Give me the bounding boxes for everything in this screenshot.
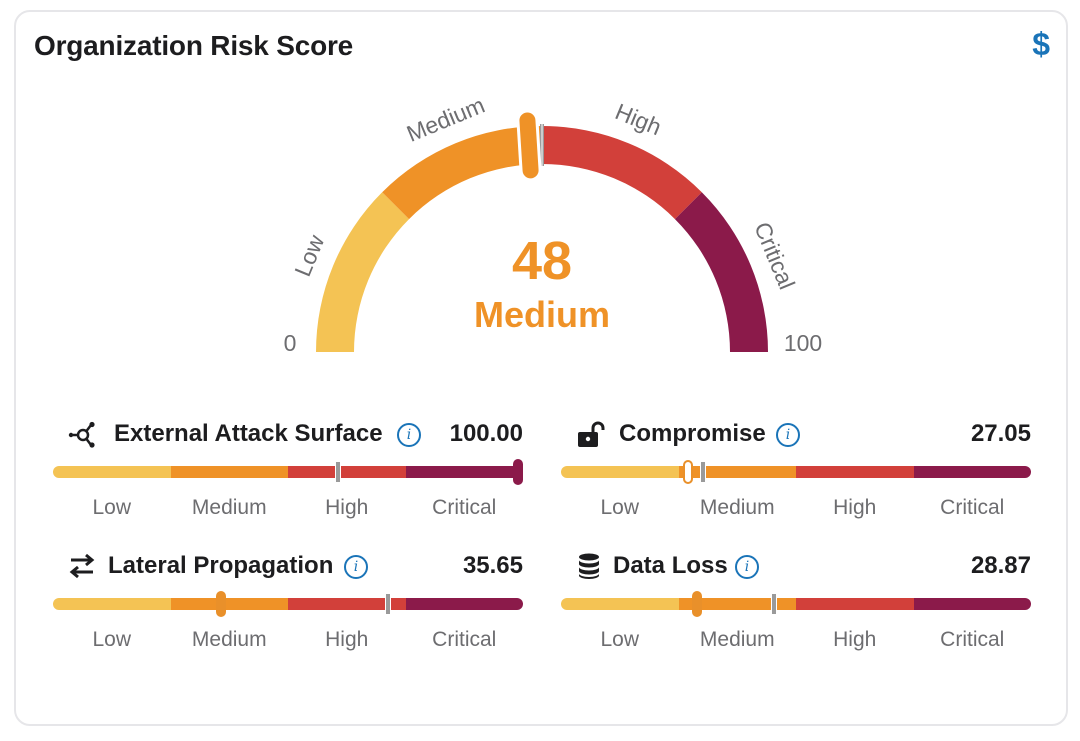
slider-band-critical (913, 598, 1031, 610)
unlocked-lock-icon (578, 421, 605, 447)
gauge-band-high (542, 126, 702, 220)
metric-value: 100.00 (449, 420, 523, 447)
scale-labels: Low Medium High Critical (561, 496, 1031, 522)
risk-slider (53, 591, 523, 617)
gauge-max-label: 100 (784, 330, 822, 356)
metric-name: Data Loss (613, 552, 728, 579)
slider-handle[interactable] (513, 459, 523, 485)
slider-handle[interactable] (683, 460, 694, 484)
risk-slider (53, 459, 523, 485)
scale-label-medium: Medium (699, 628, 775, 651)
metric-compromise: Compromise i 27.05 Low Medium High Criti… (561, 416, 1031, 536)
metric-value: 28.87 (970, 552, 1031, 579)
slider-band-high (796, 598, 914, 610)
info-icon[interactable]: i (776, 423, 800, 447)
metric-name: Compromise (619, 420, 766, 447)
info-icon[interactable]: i (735, 555, 759, 579)
scale-label-low: Low (92, 628, 132, 651)
gauge-band-medium (382, 126, 542, 220)
slider-handle[interactable] (215, 591, 226, 617)
scale-label-critical: Critical (940, 496, 1005, 519)
scale-label-high: High (325, 628, 369, 651)
gauge-band-critical (674, 192, 768, 352)
dollar-icon[interactable]: $ (1032, 26, 1050, 62)
slider-band-critical (913, 466, 1031, 478)
slider-band-medium (678, 598, 796, 610)
scale-label-critical: Critical (940, 628, 1005, 651)
scale-label-medium: Medium (699, 496, 775, 519)
scale-label-low: Low (600, 628, 640, 651)
scale-label-low: Low (600, 496, 640, 519)
slider-tick (335, 462, 342, 482)
slider-band-high (288, 598, 406, 610)
database-icon (579, 553, 599, 579)
scale-labels: Low Medium High Critical (561, 628, 1031, 654)
slider-band-low (53, 466, 171, 478)
scale-label-low: Low (92, 496, 132, 519)
slider-tick (770, 594, 777, 614)
gauge-label-critical: Critical (749, 218, 800, 293)
scale-label-medium: Medium (191, 496, 267, 519)
scale-label-critical: Critical (432, 628, 497, 651)
scale-labels: Low Medium High Critical (53, 628, 523, 654)
metric-data-loss: Data Loss i 28.87 Low Medium High Critic… (561, 548, 1031, 668)
scale-label-critical: Critical (432, 496, 497, 519)
slider-band-medium (170, 466, 288, 478)
metric-lateral-propagation: Lateral Propagation i 35.65 Low Medium H… (53, 548, 523, 668)
metric-name: External Attack Surface (114, 420, 383, 447)
gauge-band-low (316, 192, 410, 352)
slider-handle[interactable] (691, 591, 702, 617)
scale-label-medium: Medium (191, 628, 267, 651)
slider-band-critical (405, 598, 523, 610)
slider-band-critical (405, 466, 523, 478)
slider-band-high (796, 466, 914, 478)
scale-label-high: High (833, 628, 877, 651)
scale-label-high: High (325, 496, 369, 519)
slider-band-low (561, 598, 679, 610)
slider-band-low (561, 466, 679, 478)
info-icon[interactable]: i (344, 555, 368, 579)
network-nodes-icon (68, 421, 95, 448)
metric-external-attack-surface: External Attack Surface i 100.00 Low Med… (53, 416, 523, 536)
risk-slider (561, 460, 1031, 484)
risk-slider (561, 591, 1031, 617)
card-title: Organization Risk Score (34, 30, 354, 61)
gauge-marker (519, 112, 539, 179)
scale-labels: Low Medium High Critical (53, 496, 523, 522)
gauge-label-high: High (612, 98, 666, 140)
gauge-score: 48 (512, 231, 572, 291)
gauge-level: Medium (474, 294, 610, 335)
slider-tick (700, 462, 706, 482)
slider-band-low (53, 598, 171, 610)
slider-band-medium (678, 466, 796, 478)
slider-tick (384, 594, 391, 614)
scale-label-high: High (833, 496, 877, 519)
info-icon[interactable]: i (397, 423, 421, 447)
metric-name: Lateral Propagation (108, 552, 334, 579)
metric-value: 35.65 (462, 552, 523, 579)
gauge-min-label: 0 (284, 330, 297, 356)
metric-value: 27.05 (970, 420, 1031, 447)
slider-band-medium (170, 598, 288, 610)
arrows-exchange-icon (69, 553, 95, 579)
slider-band-high (288, 466, 406, 478)
gauge-label-low: Low (289, 231, 329, 280)
